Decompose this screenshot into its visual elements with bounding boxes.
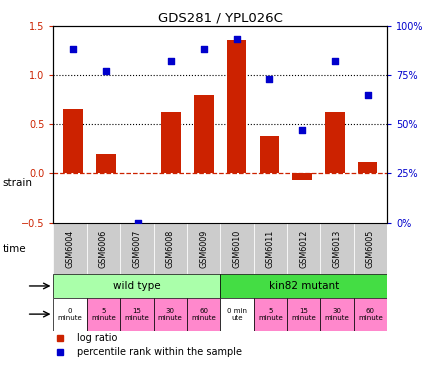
Bar [53, 223, 87, 274]
Text: 0 min
ute: 0 min ute [227, 307, 247, 321]
Point [299, 127, 306, 133]
Text: GSM6006: GSM6006 [99, 229, 108, 268]
Point [69, 46, 77, 52]
Bar [220, 298, 254, 330]
Point [200, 46, 207, 52]
Bar [220, 274, 387, 298]
Bar [259, 136, 279, 173]
Point [364, 92, 371, 97]
Bar [87, 223, 120, 274]
Text: GSM6010: GSM6010 [232, 229, 242, 268]
Point [331, 58, 338, 64]
Bar [227, 40, 247, 173]
Bar [354, 298, 387, 330]
Text: kin82 mutant: kin82 mutant [269, 281, 339, 291]
Bar [254, 298, 287, 330]
Bar [320, 298, 354, 330]
Text: time: time [2, 244, 26, 254]
Bar [254, 223, 287, 274]
Text: 0
minute: 0 minute [58, 307, 82, 321]
Bar [187, 223, 220, 274]
Text: 30
minute: 30 minute [158, 307, 182, 321]
Bar [292, 173, 312, 180]
Text: GSM6004: GSM6004 [65, 229, 75, 268]
Point [135, 220, 142, 225]
Bar [287, 223, 320, 274]
Bar [87, 298, 120, 330]
Bar [194, 94, 214, 173]
Bar [63, 109, 83, 173]
Text: 60
minute: 60 minute [191, 307, 216, 321]
Bar [53, 274, 220, 298]
Text: GSM6008: GSM6008 [166, 229, 175, 268]
Text: 30
minute: 30 minute [325, 307, 349, 321]
Bar [354, 223, 387, 274]
Text: GSM6005: GSM6005 [366, 229, 375, 268]
Text: percentile rank within the sample: percentile rank within the sample [77, 347, 242, 356]
Text: GSM6007: GSM6007 [132, 229, 142, 268]
Bar [162, 112, 181, 173]
Text: 5
minute: 5 minute [91, 307, 116, 321]
Bar [154, 298, 187, 330]
Text: 60
minute: 60 minute [358, 307, 383, 321]
Bar [287, 298, 320, 330]
Point [233, 37, 240, 42]
Text: strain: strain [2, 178, 32, 188]
Bar [220, 223, 254, 274]
Bar [358, 161, 377, 173]
Bar [320, 223, 354, 274]
Text: GSM6013: GSM6013 [332, 229, 342, 268]
Text: 15
minute: 15 minute [291, 307, 316, 321]
Point [168, 58, 175, 64]
Bar [96, 154, 116, 173]
Point [102, 68, 109, 74]
Bar [154, 223, 187, 274]
Text: wild type: wild type [113, 281, 161, 291]
Text: GSM6011: GSM6011 [266, 229, 275, 268]
Point [266, 76, 273, 82]
Bar [325, 112, 344, 173]
Text: log ratio: log ratio [77, 333, 117, 343]
Bar [187, 298, 220, 330]
Text: 5
minute: 5 minute [258, 307, 283, 321]
Bar [53, 298, 87, 330]
Bar [120, 298, 154, 330]
Text: 15
minute: 15 minute [125, 307, 149, 321]
Bar [120, 223, 154, 274]
Text: GSM6009: GSM6009 [199, 229, 208, 268]
Title: GDS281 / YPL026C: GDS281 / YPL026C [158, 11, 283, 25]
Text: GSM6012: GSM6012 [299, 229, 308, 268]
